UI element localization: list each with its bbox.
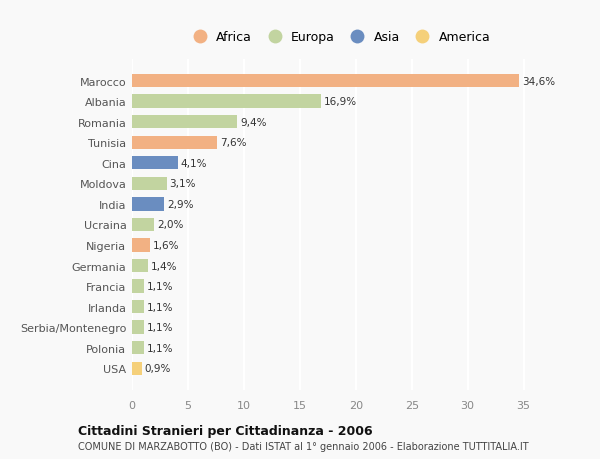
Text: Cittadini Stranieri per Cittadinanza - 2006: Cittadini Stranieri per Cittadinanza - 2… (78, 424, 373, 437)
Bar (132, 362, 142, 375)
Text: 2,0%: 2,0% (157, 220, 184, 230)
Text: 1,1%: 1,1% (147, 343, 173, 353)
Text: 9,4%: 9,4% (240, 118, 266, 127)
Bar (132, 95, 321, 108)
Bar (132, 198, 164, 211)
Text: 34,6%: 34,6% (522, 76, 555, 86)
Bar (132, 300, 145, 313)
Text: 1,1%: 1,1% (147, 281, 173, 291)
Bar (132, 177, 167, 190)
Bar (132, 218, 154, 232)
Text: COMUNE DI MARZABOTTO (BO) - Dati ISTAT al 1° gennaio 2006 - Elaborazione TUTTITA: COMUNE DI MARZABOTTO (BO) - Dati ISTAT a… (78, 441, 529, 451)
Bar (132, 157, 178, 170)
Bar (132, 136, 217, 150)
Bar (132, 239, 150, 252)
Bar (132, 321, 145, 334)
Bar (132, 75, 519, 88)
Legend: Africa, Europa, Asia, America: Africa, Europa, Asia, America (182, 26, 496, 49)
Text: 16,9%: 16,9% (324, 97, 357, 107)
Text: 2,9%: 2,9% (167, 199, 194, 209)
Text: 4,1%: 4,1% (181, 158, 207, 168)
Text: 1,6%: 1,6% (152, 241, 179, 251)
Text: 1,4%: 1,4% (151, 261, 177, 271)
Bar (132, 341, 145, 355)
Text: 7,6%: 7,6% (220, 138, 247, 148)
Bar (132, 116, 237, 129)
Bar (132, 259, 148, 273)
Text: 0,9%: 0,9% (145, 364, 171, 374)
Bar (132, 280, 145, 293)
Text: 1,1%: 1,1% (147, 302, 173, 312)
Text: 3,1%: 3,1% (169, 179, 196, 189)
Text: 1,1%: 1,1% (147, 323, 173, 332)
